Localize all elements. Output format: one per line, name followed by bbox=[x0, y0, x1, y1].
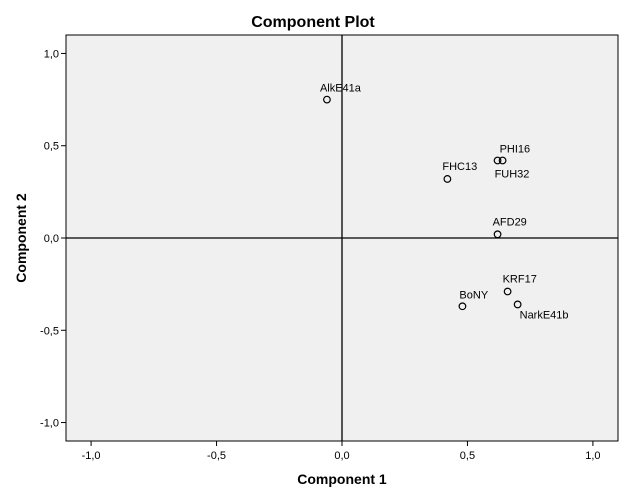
data-point bbox=[503, 287, 512, 296]
y-tick-label: -1,0 bbox=[40, 418, 59, 430]
y-tick-label: 0,5 bbox=[44, 141, 59, 153]
y-tick-label: -0,5 bbox=[40, 325, 59, 337]
data-point bbox=[458, 302, 467, 311]
x-tick-label: 1,0 bbox=[585, 450, 600, 462]
y-axis-ticks: -1,0 -0,5 0,0 0,5 1,0 bbox=[40, 48, 66, 430]
x-axis-title: Component 1 bbox=[297, 471, 387, 487]
data-point-label: PHI16 bbox=[500, 143, 531, 155]
x-tick-label: 0,0 bbox=[334, 450, 349, 462]
data-point-label: AFD29 bbox=[493, 216, 527, 228]
data-point bbox=[493, 156, 502, 165]
x-tick-label: -1,0 bbox=[82, 450, 101, 462]
data-points: AlkE41a PHI16 FUH32 FHC13 AFD29 KRF17 NarkE41b… bbox=[320, 83, 569, 322]
data-point-label: KRF17 bbox=[503, 274, 537, 286]
x-tick-label: 0,5 bbox=[460, 450, 475, 462]
chart-title: Component Plot bbox=[251, 14, 375, 31]
data-point bbox=[323, 95, 331, 104]
data-point-label: FHC13 bbox=[442, 161, 477, 173]
y-axis-title: Component 2 bbox=[13, 193, 29, 283]
y-tick-label: 0,0 bbox=[44, 233, 59, 245]
x-tick-label: -0,5 bbox=[207, 450, 226, 462]
data-point-label: FUH32 bbox=[495, 168, 530, 180]
data-point bbox=[493, 230, 502, 239]
data-point bbox=[513, 300, 522, 309]
data-point bbox=[443, 175, 452, 183]
data-point-label: BoNY bbox=[459, 289, 488, 301]
x-axis-ticks: -1,0 -0,5 0,0 0,5 1,0 bbox=[82, 441, 601, 462]
y-tick-label: 1,0 bbox=[44, 48, 59, 60]
data-point-label: AlkE41a bbox=[320, 83, 362, 95]
data-point-label: NarkE41b bbox=[520, 309, 569, 321]
data-point bbox=[498, 156, 507, 165]
